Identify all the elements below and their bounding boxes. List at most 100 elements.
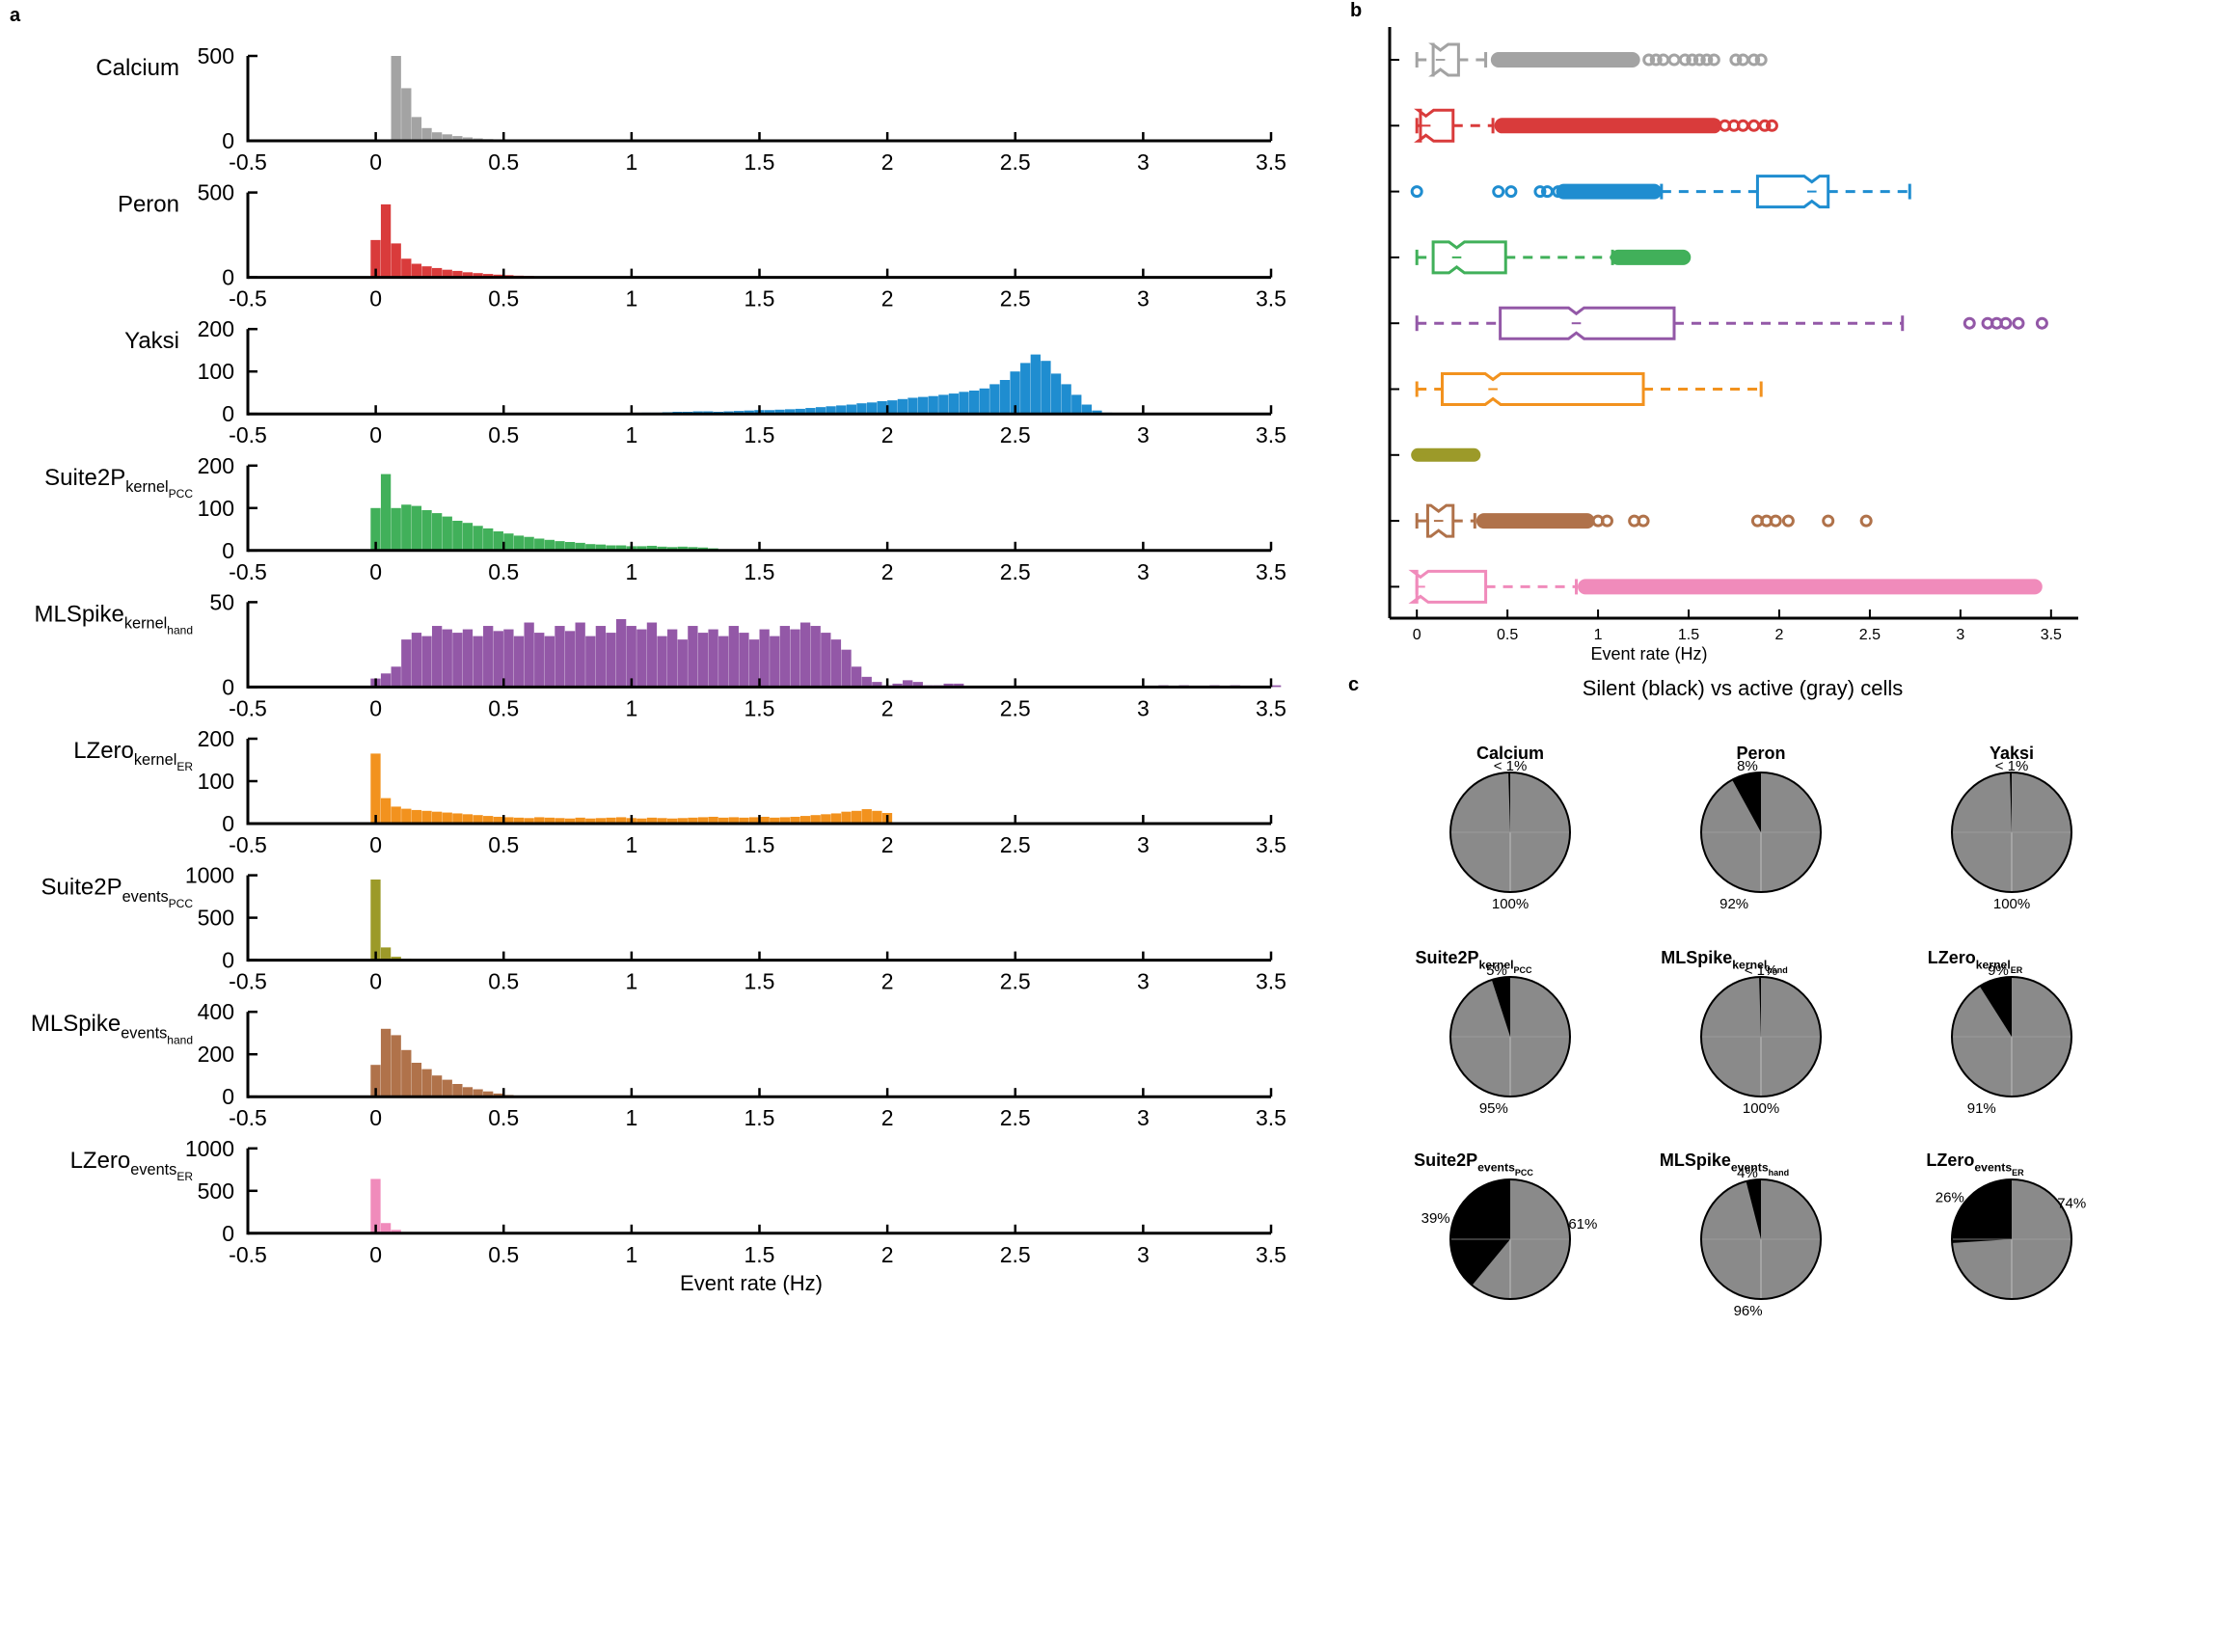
- method-label: Suite2PkernelPCC: [1415, 948, 1532, 975]
- x-tick-label: 1.5: [745, 422, 775, 447]
- outlier-point: [1822, 514, 1835, 528]
- histogram-bar: [636, 629, 647, 688]
- pie-slice-silent: [1759, 977, 1761, 1037]
- y-tick-label: 100: [198, 769, 234, 794]
- y-tick-label: 200: [198, 316, 234, 341]
- box: [1428, 42, 1460, 77]
- histogram-bar: [841, 649, 852, 688]
- pie-silent-label: 39%: [1421, 1210, 1450, 1227]
- panel-a-letter: a: [10, 5, 21, 26]
- histogram-bar: [979, 388, 989, 415]
- histogram-bar: [462, 137, 474, 141]
- method-label: Suite2PkernelPCC: [44, 465, 193, 501]
- histogram-bar: [841, 811, 852, 824]
- outlier-point: [1769, 514, 1782, 528]
- histogram-bar: [483, 816, 494, 824]
- x-tick-label: 0: [369, 1105, 382, 1130]
- histogram-bar: [1010, 371, 1020, 415]
- histogram-bar: [851, 666, 862, 688]
- histogram-bar: [544, 539, 555, 551]
- method-label-base: MLSpike: [1661, 948, 1732, 967]
- histogram-bar: [748, 817, 760, 824]
- histogram-bar: [564, 542, 576, 551]
- x-tick-label: 3: [1137, 422, 1150, 447]
- histogram-bar: [524, 622, 534, 688]
- x-tick-label: 2: [881, 969, 894, 994]
- histogram-bar: [483, 528, 494, 551]
- pie: Suite2PeventsPCC 39% 61%: [1414, 1151, 1597, 1300]
- histogram-bar: [575, 542, 585, 551]
- pie-slice-silent: [1952, 1179, 2012, 1243]
- x-tick-label: 1: [625, 969, 637, 994]
- method-label-sub2: ER: [176, 1170, 193, 1183]
- histogram-bar: [452, 813, 463, 824]
- x-tick-label: 2.5: [1000, 149, 1031, 175]
- x-tick-label: 2: [1775, 627, 1784, 643]
- box: [1431, 240, 1507, 275]
- boxplot-row: [1390, 240, 1692, 275]
- x-tick-label: 3: [1137, 1242, 1150, 1267]
- boxplot-row: [1390, 306, 2048, 340]
- histogram-bar: [948, 393, 960, 415]
- histogram-bar: [503, 533, 514, 551]
- x-tick-label: 1.5: [745, 149, 775, 175]
- method-label-base: Peron: [1736, 744, 1785, 763]
- outlier-point: [1700, 53, 1714, 67]
- x-tick-label: 2.5: [1000, 286, 1031, 311]
- histogram-bar: [646, 545, 658, 551]
- x-tick-label: 3.5: [1256, 286, 1286, 311]
- histogram-bar: [667, 547, 678, 551]
- method-label-sub2: ER: [2011, 965, 2023, 975]
- method-label-base: Suite2P: [1414, 1151, 1477, 1170]
- histogram-bar: [431, 626, 443, 688]
- histogram-bar: [493, 531, 503, 551]
- boxplot-row: [1390, 42, 1768, 77]
- x-tick-label: 2.5: [1000, 1242, 1031, 1267]
- histogram-bar: [785, 409, 796, 415]
- pie-silent-label: 26%: [1936, 1190, 1964, 1206]
- y-tick-label: 500: [198, 906, 234, 931]
- histogram-bar: [903, 680, 913, 688]
- histogram-bar: [555, 818, 565, 824]
- x-tick-label: 3: [1956, 627, 1964, 643]
- histogram-bar: [744, 410, 754, 415]
- x-tick-label: 3.5: [1256, 1105, 1286, 1130]
- y-tick-label: 0: [222, 128, 234, 153]
- outlier-point: [2012, 316, 2025, 330]
- x-tick-label: 0.5: [488, 149, 519, 175]
- histogram-bar: [657, 546, 667, 551]
- x-tick-label: 3.5: [1256, 695, 1286, 720]
- method-label-base: Calcium: [1476, 744, 1544, 763]
- outlier-cluster: [1578, 579, 2043, 595]
- histogram-bar: [739, 817, 749, 824]
- x-tick-label: -0.5: [229, 832, 267, 857]
- histogram-bar: [473, 636, 483, 688]
- box: [1499, 306, 1676, 340]
- boxplot-row: [1390, 175, 1911, 209]
- x-tick-label: 3: [1137, 559, 1150, 584]
- x-tick-label: 3: [1137, 969, 1150, 994]
- histogram-bar: [483, 274, 494, 278]
- x-tick-label: 3.5: [1256, 1242, 1286, 1267]
- histogram-bar: [739, 633, 749, 688]
- histogram-bar: [677, 546, 688, 551]
- y-tick-label: 500: [198, 43, 234, 68]
- method-label-sub2: PCC: [169, 487, 194, 501]
- outlier-point: [1747, 53, 1761, 67]
- histogram-bar: [677, 639, 688, 688]
- histogram-bar: [688, 817, 698, 824]
- x-tick-label: -0.5: [229, 695, 267, 720]
- method-label: Yaksi: [1990, 744, 2034, 763]
- histogram-xlabel: Event rate (Hz): [680, 1271, 823, 1295]
- pie-slice-silent: [1746, 1179, 1761, 1239]
- histogram-bar: [667, 629, 678, 688]
- histogram-bar: [1092, 410, 1102, 415]
- pie-silent-label: 5%: [1486, 962, 1507, 979]
- histogram-bar: [391, 957, 401, 961]
- panel-c-letter: c: [1348, 674, 1359, 695]
- histogram-bar: [718, 817, 729, 824]
- histogram-bar: [564, 631, 576, 688]
